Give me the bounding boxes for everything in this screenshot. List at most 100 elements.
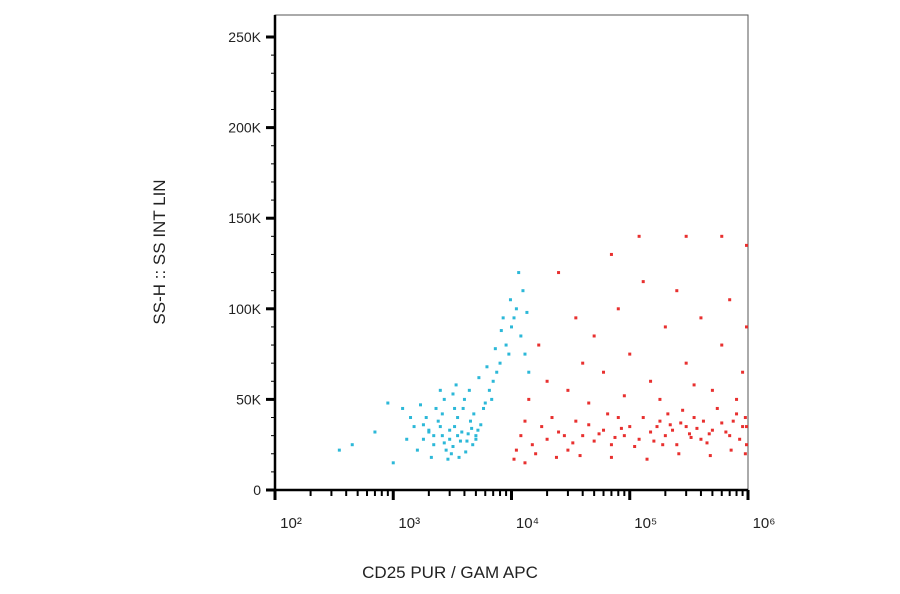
data-point <box>571 441 575 445</box>
data-point <box>337 448 341 452</box>
data-point <box>485 365 489 369</box>
data-point <box>684 425 688 429</box>
data-point <box>466 432 470 436</box>
data-point <box>491 379 495 383</box>
data-point <box>741 370 745 374</box>
data-point <box>738 437 742 441</box>
data-point <box>731 419 735 423</box>
data-point <box>710 428 714 432</box>
data-point <box>633 445 637 449</box>
data-point <box>493 347 497 351</box>
data-point <box>671 428 675 432</box>
data-point <box>440 412 444 416</box>
data-point <box>658 397 662 401</box>
data-point <box>728 298 732 302</box>
data-point <box>661 443 665 447</box>
data-point <box>699 316 703 320</box>
data-point <box>471 443 475 447</box>
data-point <box>514 448 518 452</box>
plot-frame <box>274 14 749 491</box>
data-point <box>412 425 416 429</box>
data-point <box>429 455 433 459</box>
data-point <box>745 425 748 429</box>
data-point <box>675 289 679 293</box>
data-point <box>592 334 596 338</box>
data-point <box>728 434 732 438</box>
data-point <box>525 310 529 314</box>
data-point <box>373 430 377 434</box>
data-point <box>350 443 354 447</box>
data-point <box>616 307 620 311</box>
data-point <box>587 423 591 427</box>
data-point <box>540 425 544 429</box>
data-point <box>458 439 462 443</box>
x-tick-label: 10⁴ <box>516 515 539 532</box>
data-point <box>464 450 468 454</box>
data-point <box>574 316 578 320</box>
data-point <box>391 461 395 465</box>
data-point <box>581 434 585 438</box>
data-point <box>663 325 667 329</box>
y-tick-label: 150K <box>228 210 261 226</box>
data-point <box>462 397 466 401</box>
data-point <box>507 352 511 356</box>
data-point <box>720 343 724 347</box>
x-axis-label: CD25 PUR / GAM APC <box>362 563 538 582</box>
data-point <box>514 307 518 311</box>
data-point <box>587 401 591 405</box>
data-point <box>684 361 688 365</box>
data-point <box>451 445 455 449</box>
data-point <box>474 434 478 438</box>
data-point <box>523 419 527 423</box>
data-point <box>453 406 457 410</box>
data-point <box>436 419 440 423</box>
x-tick-label: 10² <box>280 515 302 532</box>
data-point <box>472 412 476 416</box>
data-point <box>622 434 626 438</box>
data-point <box>745 325 748 329</box>
data-point <box>566 448 570 452</box>
data-point <box>499 329 503 333</box>
data-point <box>622 394 626 398</box>
data-point <box>609 252 613 256</box>
data-point <box>448 428 452 432</box>
data-point <box>681 408 685 412</box>
data-point <box>534 452 538 456</box>
data-point <box>512 457 516 461</box>
data-point <box>613 435 617 439</box>
data-point <box>456 434 460 438</box>
data-point <box>641 416 645 420</box>
data-point <box>641 280 645 284</box>
data-point <box>421 423 425 427</box>
data-point <box>655 425 659 429</box>
data-point <box>519 334 523 338</box>
data-point <box>609 455 613 459</box>
data-point <box>550 416 554 420</box>
data-point <box>448 437 452 441</box>
data-point <box>386 401 390 405</box>
data-point <box>530 443 534 447</box>
data-point <box>616 416 620 420</box>
y-tick-label: 250K <box>228 29 261 45</box>
data-point <box>658 419 662 423</box>
data-point <box>684 234 688 238</box>
data-point <box>745 243 748 247</box>
data-point <box>465 439 469 443</box>
data-point <box>523 461 527 465</box>
data-point <box>508 298 512 302</box>
data-point <box>566 388 570 392</box>
data-point <box>454 383 458 387</box>
data-point <box>687 432 691 436</box>
data-point <box>592 439 596 443</box>
data-point <box>442 441 446 445</box>
data-point <box>677 452 681 456</box>
data-point <box>461 406 465 410</box>
data-point <box>689 435 693 439</box>
data-point <box>666 412 670 416</box>
data-point <box>557 271 561 275</box>
x-tick-label: 10⁶ <box>753 515 776 532</box>
data-point <box>482 406 486 410</box>
data-point <box>521 289 525 293</box>
data-point <box>745 443 748 447</box>
